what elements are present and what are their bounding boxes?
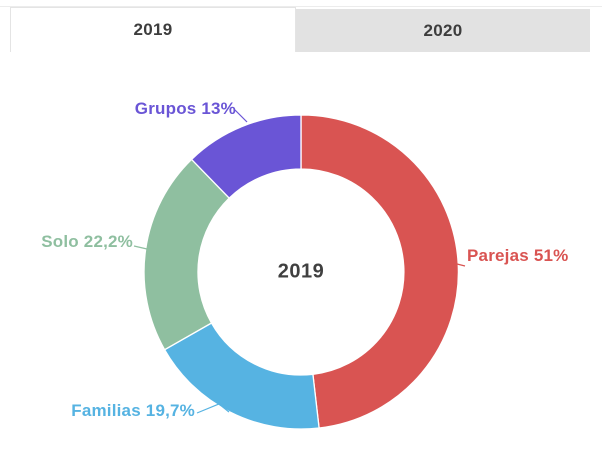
slice-label-solo: Solo 22,2% xyxy=(41,232,133,251)
slice-parejas[interactable] xyxy=(300,114,460,429)
slice-label-parejas: Parejas 51% xyxy=(467,246,569,265)
tab-2020-label: 2020 xyxy=(423,20,463,40)
tab-2019-label: 2019 xyxy=(133,20,173,39)
tabs-top-border xyxy=(0,6,602,7)
year-tabs: 2019 2020 xyxy=(10,7,590,52)
tab-2019[interactable]: 2019 xyxy=(10,7,296,52)
slice-label-grupos: Grupos 13% xyxy=(134,99,236,118)
slice-solo[interactable] xyxy=(143,158,231,351)
tab-2020[interactable]: 2020 xyxy=(296,9,590,52)
leader-line-parejas xyxy=(456,263,466,267)
leader-line-grupos xyxy=(234,109,248,123)
donut-center-label: 2019 xyxy=(277,260,325,283)
leader-line-solo xyxy=(133,245,148,250)
leader-line-familias xyxy=(196,403,230,414)
slice-label-familias: Familias 19,7% xyxy=(71,401,195,420)
slice-grupos[interactable] xyxy=(190,114,302,200)
